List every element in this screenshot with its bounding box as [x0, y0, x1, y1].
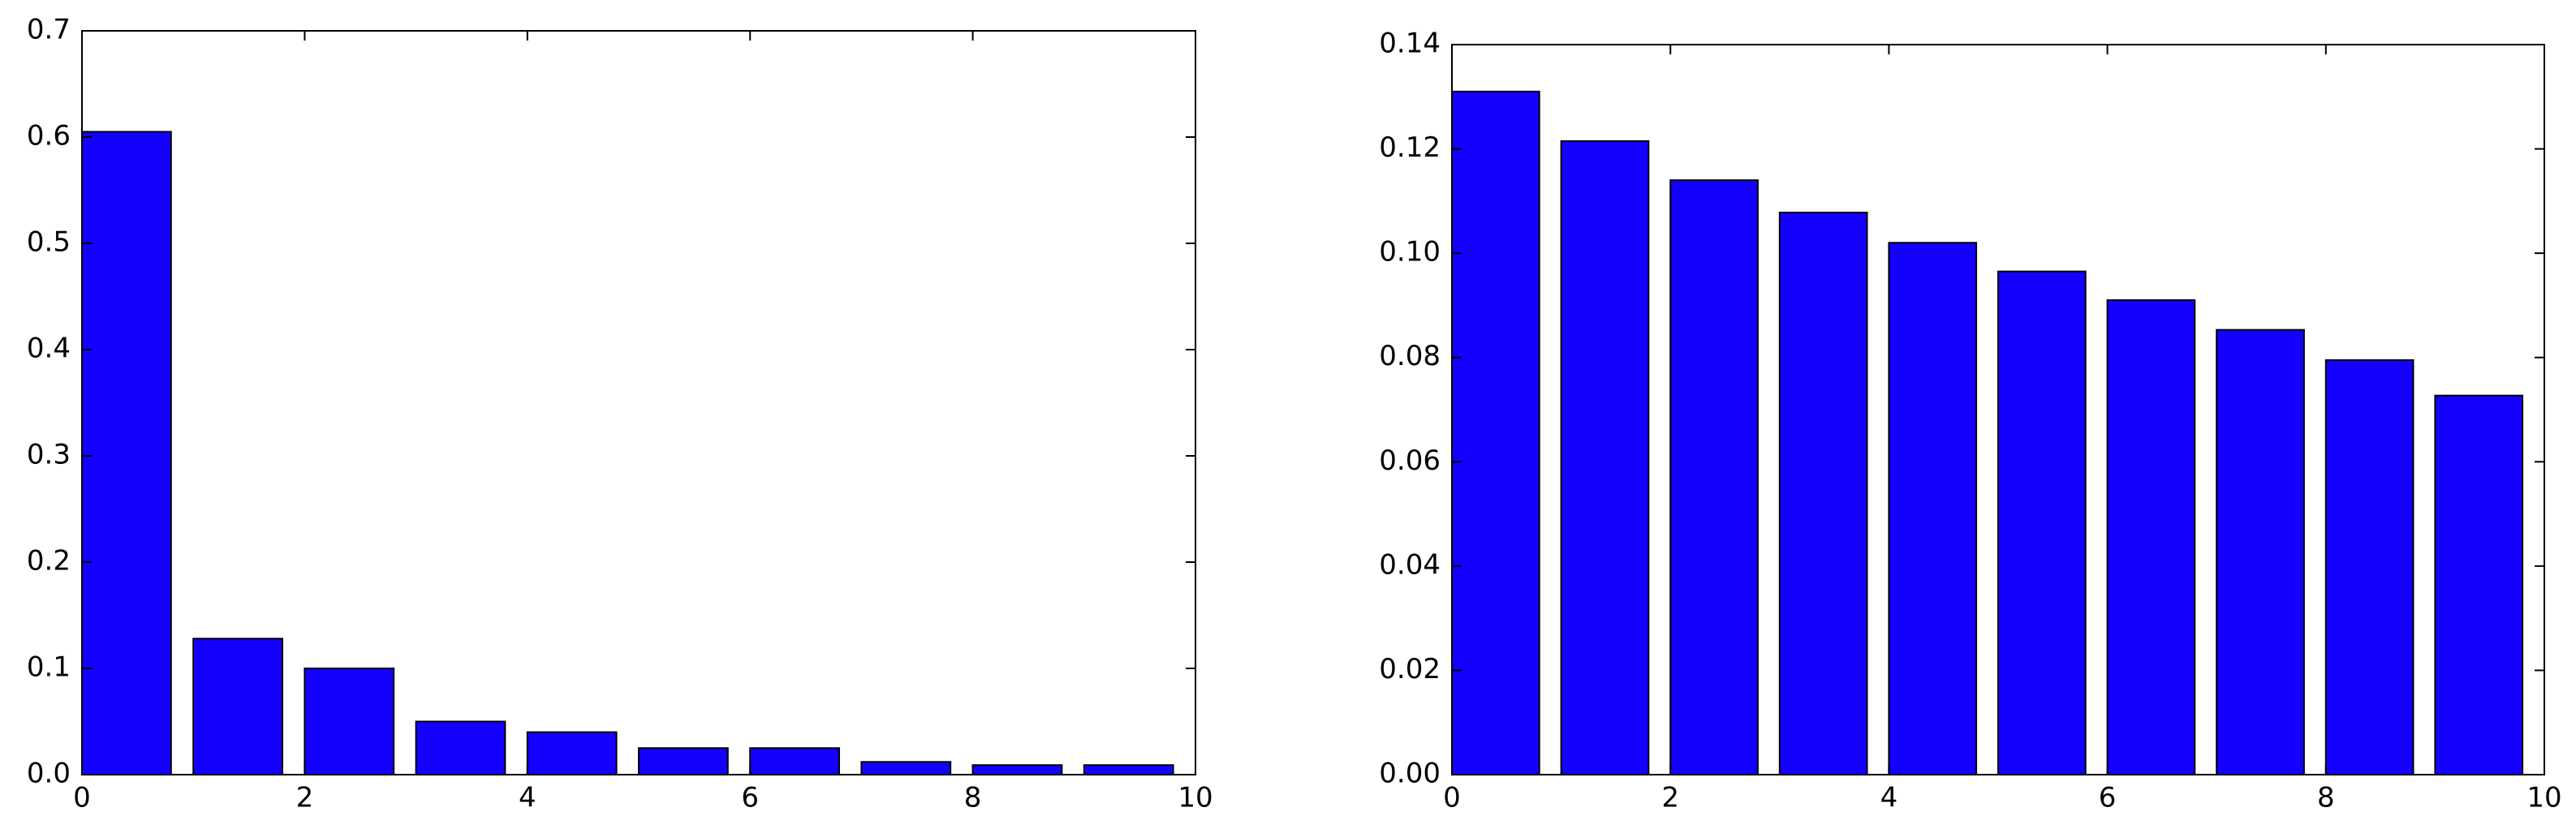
- bar: [526, 731, 618, 775]
- x-tick-label: 0: [73, 782, 91, 814]
- y-tick-label: 0.3: [27, 439, 71, 471]
- x-tick-label: 10: [2526, 782, 2561, 814]
- x-tick-label: 8: [2317, 782, 2335, 814]
- bar: [1888, 242, 1978, 775]
- x-tick-label: 10: [1178, 782, 1213, 814]
- x-tick-label: 4: [519, 782, 536, 814]
- y-tick-label: 0.5: [27, 226, 71, 259]
- plot-frame: [81, 30, 1196, 775]
- bar: [2434, 394, 2524, 775]
- y-tick-label: 0.4: [27, 333, 71, 365]
- bar: [971, 764, 1063, 776]
- y-tick-label: 0.04: [1379, 548, 1441, 581]
- bar: [1083, 764, 1174, 776]
- y-tick-label: 0.00: [1379, 758, 1441, 790]
- bar: [860, 761, 952, 776]
- bar: [1997, 270, 2087, 775]
- y-tick-label: 0.06: [1379, 445, 1441, 477]
- bar: [1560, 140, 1650, 775]
- bar: [1778, 212, 1868, 775]
- bar: [304, 668, 395, 775]
- bar: [749, 747, 840, 775]
- y-tick-label: 0.2: [27, 545, 71, 578]
- y-tick-label: 0.12: [1379, 131, 1441, 164]
- x-tick-label: 2: [296, 782, 314, 814]
- y-tick-label: 0.6: [27, 120, 71, 152]
- y-tick-label: 0.10: [1379, 236, 1441, 268]
- bar: [2324, 359, 2414, 775]
- bar: [81, 131, 172, 775]
- y-tick-label: 0.7: [27, 14, 71, 46]
- y-tick-label: 0.1: [27, 651, 71, 684]
- y-tick-label: 0.02: [1379, 653, 1441, 685]
- bar: [1669, 179, 1759, 775]
- y-tick-label: 0.0: [27, 758, 71, 790]
- bar: [2106, 299, 2196, 775]
- x-tick-label: 6: [2099, 782, 2117, 814]
- bar: [1451, 90, 1540, 776]
- x-tick-label: 0: [1443, 782, 1461, 814]
- x-tick-label: 6: [741, 782, 759, 814]
- bar: [192, 638, 283, 775]
- x-tick-label: 8: [964, 782, 982, 814]
- x-tick-label: 4: [1880, 782, 1898, 814]
- plot-frame: [1451, 44, 2545, 775]
- y-tick-label: 0.08: [1379, 340, 1441, 372]
- x-tick-label: 2: [1661, 782, 1679, 814]
- y-tick-label: 0.14: [1379, 28, 1441, 60]
- bar: [2216, 329, 2305, 775]
- bar: [415, 720, 506, 775]
- bar: [638, 747, 729, 775]
